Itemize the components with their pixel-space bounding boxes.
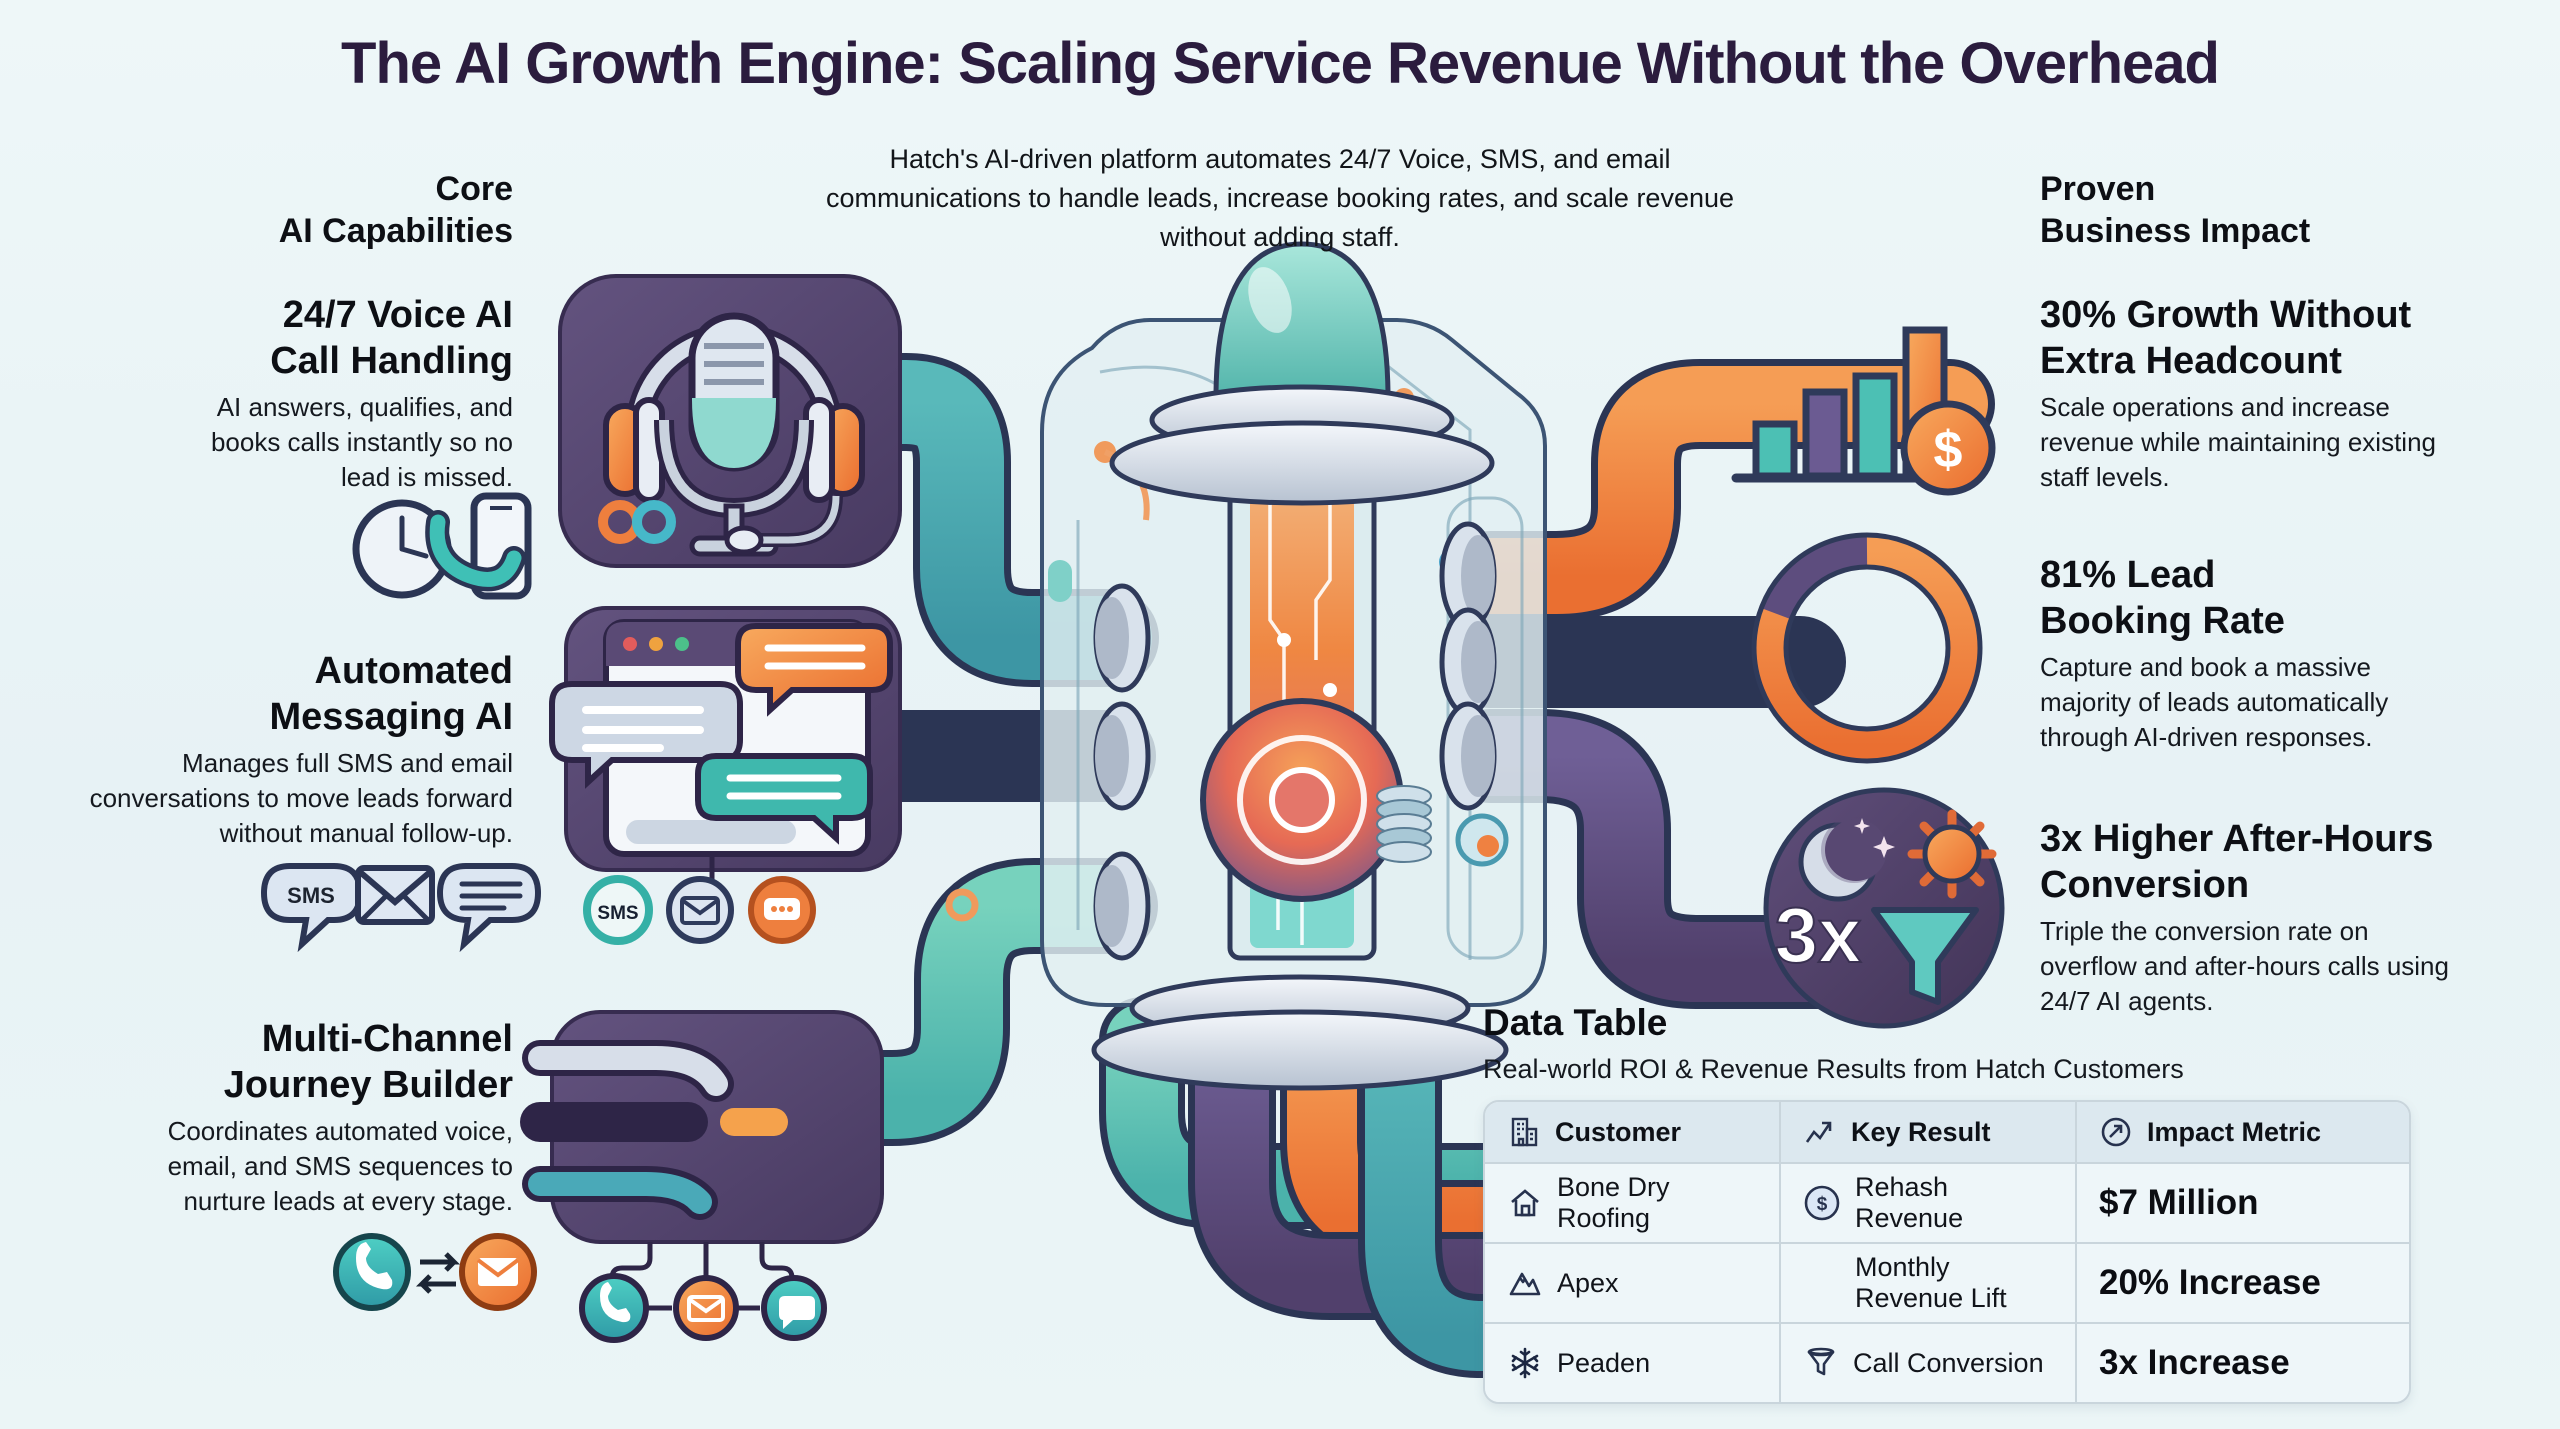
booking-rate-description: Capture and book a massive majority of l… xyxy=(2040,652,2389,752)
customer-name: Peaden xyxy=(1557,1347,1651,1378)
clock-phone-icon xyxy=(352,492,532,600)
customer-name: Bone Dry Roofing xyxy=(1557,1172,1670,1233)
after-hours-description: Triple the conversion rate on overflow a… xyxy=(2040,916,2449,1016)
journey-chat-node-icon xyxy=(761,1275,827,1341)
output-pipes-to-table xyxy=(1099,996,1602,1378)
trend-icon xyxy=(1803,1115,1837,1149)
house-icon xyxy=(1507,1185,1543,1221)
table-row: Bone Dry Roofing $ Rehash Revenue $7 Mil… xyxy=(1485,1162,2409,1242)
table-row: Apex Monthly Revenue Lift 20% Increase xyxy=(1485,1242,2409,1322)
data-table-subheading: Real-world ROI & Revenue Results from Ha… xyxy=(1483,1054,2184,1084)
svg-text:$: $ xyxy=(1817,1194,1828,1215)
funnel-icon xyxy=(1871,907,1979,1005)
engine-dome xyxy=(1213,241,1391,401)
impact-icon xyxy=(2099,1115,2133,1149)
svg-text:$: $ xyxy=(1934,421,1963,479)
output-ports xyxy=(1439,521,1497,811)
page-title: The AI Growth Engine: Scaling Service Re… xyxy=(341,31,2220,96)
chat-bubble-gray-icon xyxy=(549,681,743,789)
chat-channel-icon xyxy=(748,876,816,944)
chat-bubble-teal-icon xyxy=(695,753,873,845)
messaging-ai-title: Automated Messaging AI xyxy=(269,650,513,738)
booking-rate-donut-icon xyxy=(1751,532,1983,764)
customer-name: Apex xyxy=(1557,1267,1619,1298)
input-ports xyxy=(1093,583,1151,961)
headphones-icon xyxy=(603,397,865,503)
microphone-icon xyxy=(654,312,843,557)
impact-value: 3x Increase xyxy=(2099,1343,2290,1382)
envelope-icon xyxy=(355,865,435,925)
infinity-icon xyxy=(598,500,676,544)
after-hours-3x-icon: 3x xyxy=(1763,787,2005,1029)
growth-engine-machine xyxy=(945,241,1547,1091)
key-result: Call Conversion xyxy=(1853,1347,2044,1378)
impact-value: 20% Increase xyxy=(2099,1263,2321,1302)
messaging-ai-description: Manages full SMS and email conversations… xyxy=(89,748,513,848)
growth-title: 30% Growth Without Extra Headcount xyxy=(2040,294,2412,382)
chat-bubble-orange-icon xyxy=(735,623,893,717)
right-column-heading: Proven Business Impact xyxy=(2040,170,2311,250)
journey-email-node-icon xyxy=(673,1275,739,1341)
sms-bubble-icon: SMS xyxy=(260,863,364,953)
svg-text:SMS: SMS xyxy=(287,883,335,908)
column-header-customer: Customer xyxy=(1485,1102,1781,1162)
coil-stack xyxy=(1376,785,1432,863)
voice-ai-description: AI answers, qualifies, and books calls i… xyxy=(210,392,513,492)
svg-text:SMS: SMS xyxy=(597,903,638,924)
journey-voice-node-icon xyxy=(579,1273,649,1343)
impact-value: $7 Million xyxy=(2099,1183,2259,1222)
messaging-ai-tile: SMS xyxy=(549,606,902,945)
after-hours-title: 3x Higher After-Hours Conversion xyxy=(2040,818,2434,906)
email-channel-icon xyxy=(666,876,734,944)
funnel-icon xyxy=(1803,1345,1839,1381)
data-table: Customer Key Result Impact Metric Bon xyxy=(1483,1100,2411,1404)
sun-icon xyxy=(1907,809,1997,899)
data-table-heading: Data Table xyxy=(1483,1002,1668,1043)
left-column-heading: Core AI Capabilities xyxy=(278,170,513,250)
page-subtitle: Hatch's AI-driven platform automates 24/… xyxy=(825,144,1735,252)
table-header-row: Customer Key Result Impact Metric xyxy=(1485,1102,2409,1162)
input-pipes xyxy=(820,353,1159,1146)
chat-lines-bubble-icon xyxy=(436,863,542,953)
journey-builder-description: Coordinates automated voice, email, and … xyxy=(167,1116,513,1216)
voice-ai-title: 24/7 Voice AI Call Handling xyxy=(270,294,513,382)
engine-core xyxy=(1200,698,1404,902)
journey-builder-tile xyxy=(520,1010,884,1343)
booking-rate-title: 81% Lead Booking Rate xyxy=(2040,554,2285,642)
snowflake-icon xyxy=(1507,1345,1543,1381)
dollar-icon: $ xyxy=(1803,1184,1841,1222)
journey-builder-title: Multi-Channel Journey Builder xyxy=(223,1018,513,1106)
column-header-key-result: Key Result xyxy=(1781,1102,2077,1162)
key-result: Monthly Revenue Lift xyxy=(1855,1252,2007,1313)
key-result: Rehash Revenue xyxy=(1855,1172,1964,1233)
moon-icon xyxy=(1798,817,1887,902)
column-header-impact-metric: Impact Metric xyxy=(2077,1102,2407,1162)
3x-badge: 3x xyxy=(1775,891,1862,979)
dollar-coin-icon: $ xyxy=(1900,400,1996,496)
sms-channel-icon: SMS xyxy=(583,875,653,945)
voice-email-swap-icon xyxy=(333,1233,537,1311)
mountain-icon xyxy=(1507,1265,1543,1301)
growth-bar-chart-icon: $ xyxy=(1731,326,1996,496)
stars xyxy=(1854,818,1895,858)
growth-description: Scale operations and increase revenue wh… xyxy=(2040,392,2437,492)
table-row: Peaden Call Conversion 3x Increase xyxy=(1485,1322,2409,1402)
voice-ai-tile xyxy=(558,274,902,568)
building-icon xyxy=(1507,1115,1541,1149)
